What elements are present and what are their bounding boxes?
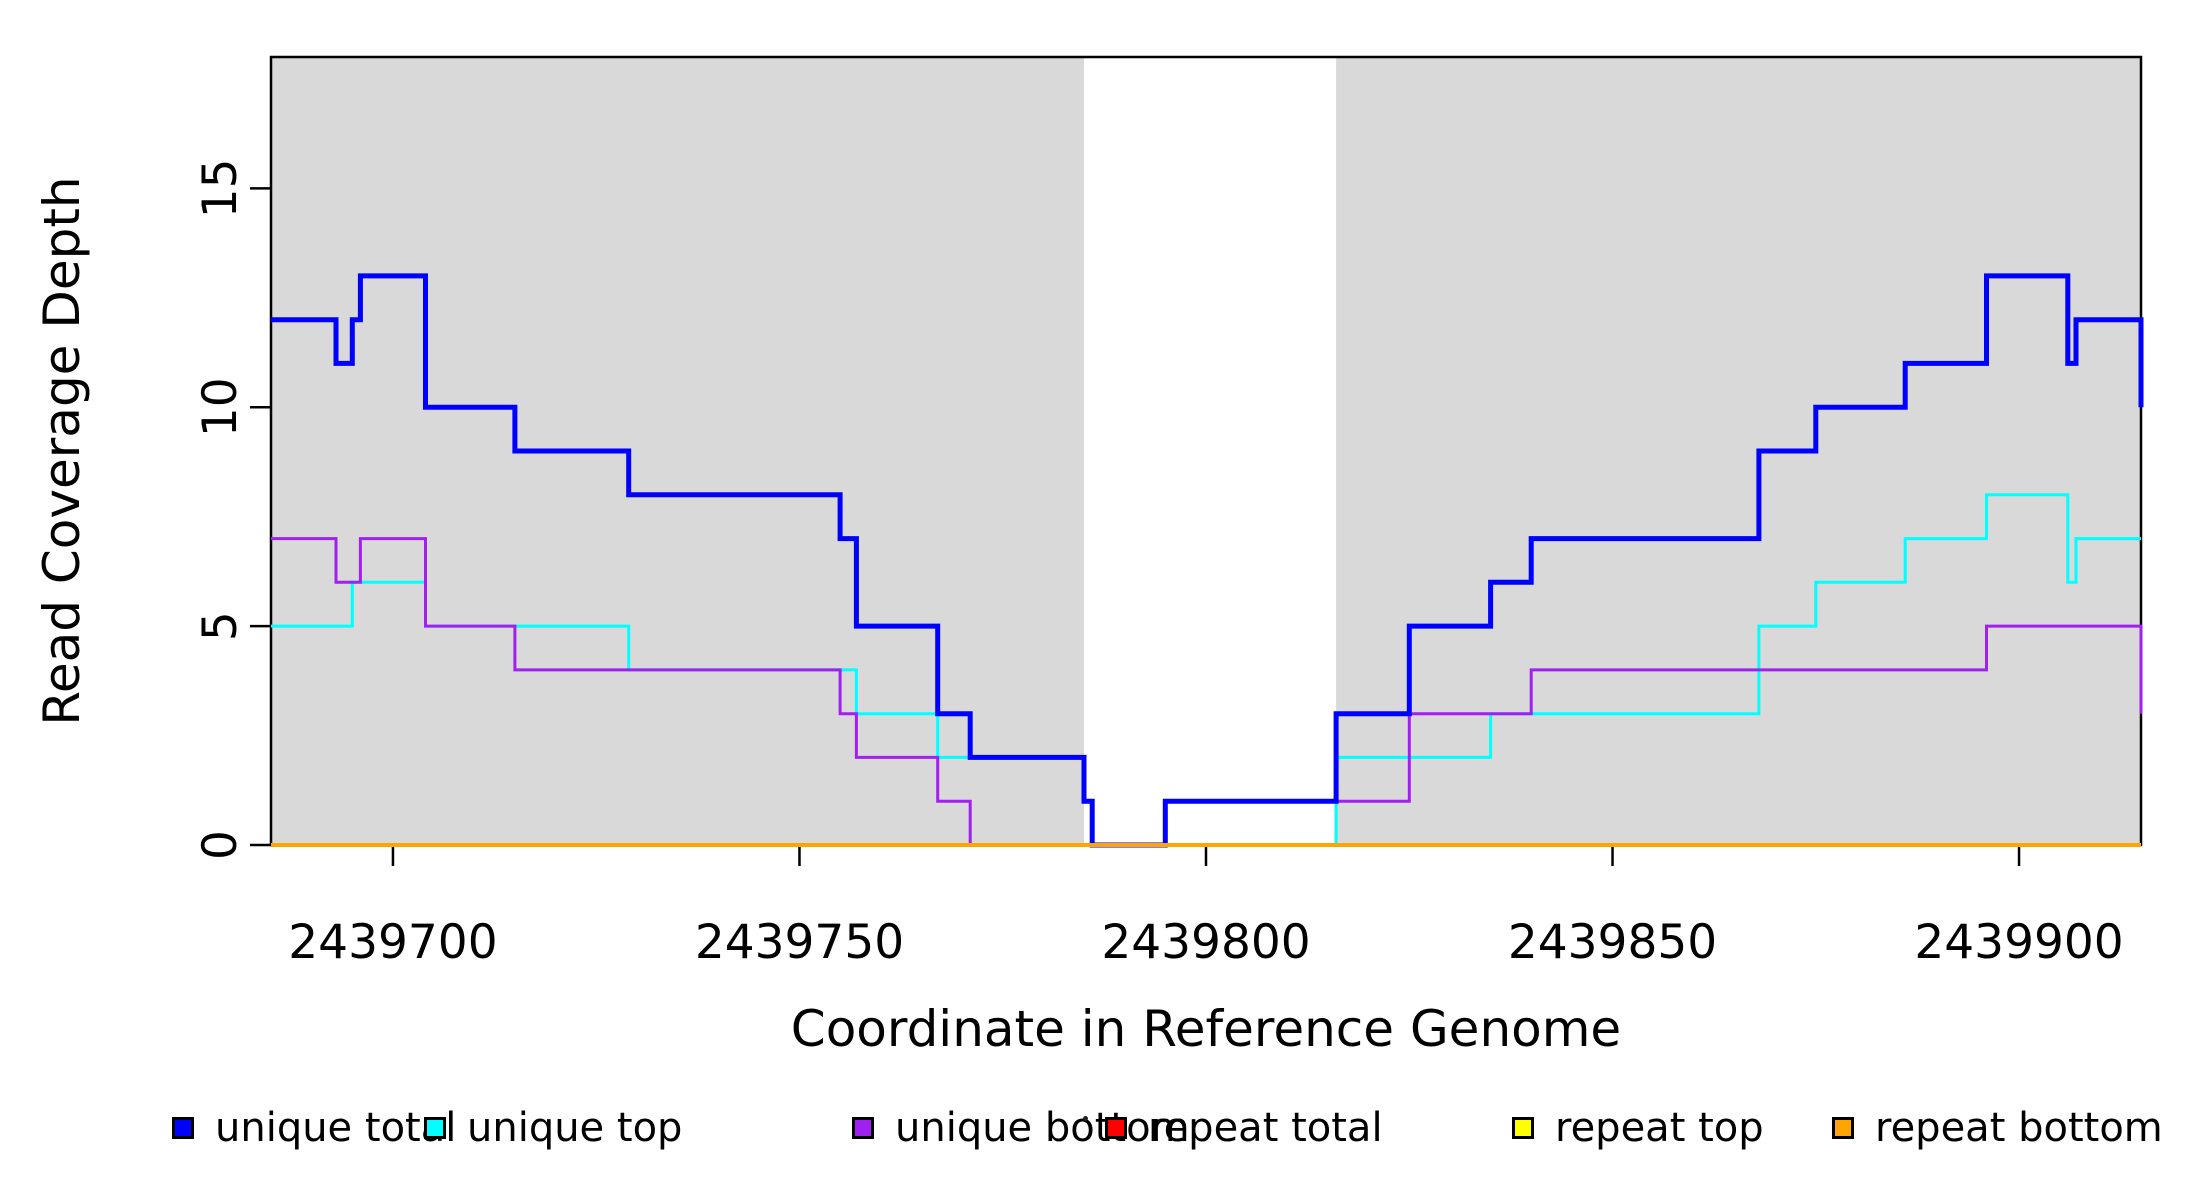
legend-label: unique total <box>215 1105 457 1151</box>
x-tick-label: 2439750 <box>695 915 904 970</box>
repeat-bottom-swatch-icon <box>1832 1117 1854 1139</box>
repeat-top-swatch-icon <box>1512 1117 1534 1139</box>
legend-label: repeat bottom <box>1875 1105 2163 1151</box>
x-tick-label: 2439700 <box>288 915 497 970</box>
x-tick-label: 2439800 <box>1101 915 1310 970</box>
repeat-total-swatch-icon <box>1105 1117 1127 1139</box>
y-axis-label: Read Coverage Depth <box>33 176 91 726</box>
legend-label: unique top <box>467 1105 683 1151</box>
x-axis-label: Coordinate in Reference Genome <box>790 1000 1622 1058</box>
legend-item-repeat-bottom: repeat bottom <box>1832 1105 2163 1151</box>
unique-top-swatch-icon <box>424 1117 446 1139</box>
legend-label: unique bottom <box>895 1105 1190 1151</box>
series-unique-bottom <box>271 537 2143 847</box>
shaded-region <box>271 57 1085 845</box>
legend-label: repeat total <box>1148 1105 1383 1151</box>
stray-dot <box>1083 1116 1088 1121</box>
shaded-region <box>1336 57 2141 845</box>
y-tick-label: 15 <box>193 158 248 218</box>
legend-item-unique-bottom: unique bottom <box>852 1105 1190 1151</box>
unique-total-swatch-icon <box>172 1117 194 1139</box>
legend-item-unique-top: unique top <box>424 1105 683 1151</box>
x-tick-label: 2439850 <box>1508 915 1717 970</box>
y-tick-label: 0 <box>193 830 248 860</box>
x-tick-label: 2439900 <box>1914 915 2123 970</box>
legend-item-unique-total: unique total <box>172 1105 457 1151</box>
legend-label: repeat top <box>1555 1105 1764 1151</box>
legend-item-repeat-total: repeat total <box>1105 1105 1383 1151</box>
unique-bottom-swatch-icon <box>852 1117 874 1139</box>
y-tick-label: 5 <box>193 611 248 641</box>
y-tick-label: 10 <box>193 377 248 437</box>
legend-item-repeat-top: repeat top <box>1512 1105 1764 1151</box>
